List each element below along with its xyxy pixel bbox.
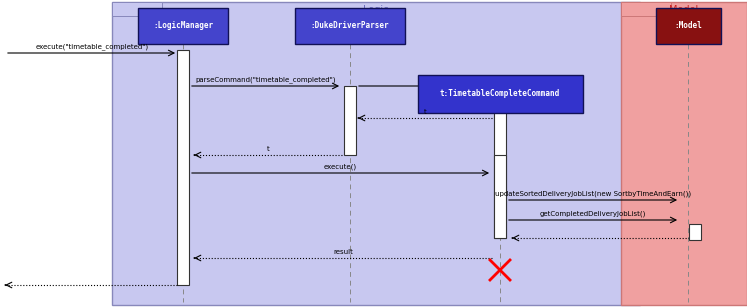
Bar xyxy=(112,2,162,16)
Bar xyxy=(494,155,506,238)
Text: parseCommand("timetable_completed"): parseCommand("timetable_completed") xyxy=(196,76,336,83)
Bar xyxy=(621,2,671,16)
Bar xyxy=(494,86,506,238)
Bar xyxy=(295,8,405,44)
Bar xyxy=(656,8,721,44)
Text: Model: Model xyxy=(669,5,698,15)
Bar xyxy=(621,2,747,305)
Bar xyxy=(418,75,583,113)
Text: :LogicManager: :LogicManager xyxy=(153,22,213,30)
Text: updateSortedDeliveryJobList(new SortbyTimeAndEarn()): updateSortedDeliveryJobList(new SortbyTi… xyxy=(495,191,691,197)
Text: Logic: Logic xyxy=(363,5,388,15)
Text: getCompletedDeliveryJobList(): getCompletedDeliveryJobList() xyxy=(540,210,646,217)
Text: execute(): execute() xyxy=(323,164,356,170)
Text: t: t xyxy=(424,109,427,115)
Bar xyxy=(138,8,228,44)
Bar xyxy=(344,86,356,155)
Text: t: t xyxy=(267,146,270,152)
Bar xyxy=(689,224,701,240)
Text: result: result xyxy=(333,249,353,255)
Text: :Model: :Model xyxy=(674,22,702,30)
Text: execute("timetable_completed"): execute("timetable_completed") xyxy=(35,43,149,50)
Text: :DukeDriverParser: :DukeDriverParser xyxy=(311,22,389,30)
Bar xyxy=(112,2,640,305)
Text: t:TimetableCompleteCommand: t:TimetableCompleteCommand xyxy=(440,90,560,99)
Bar xyxy=(177,50,189,285)
